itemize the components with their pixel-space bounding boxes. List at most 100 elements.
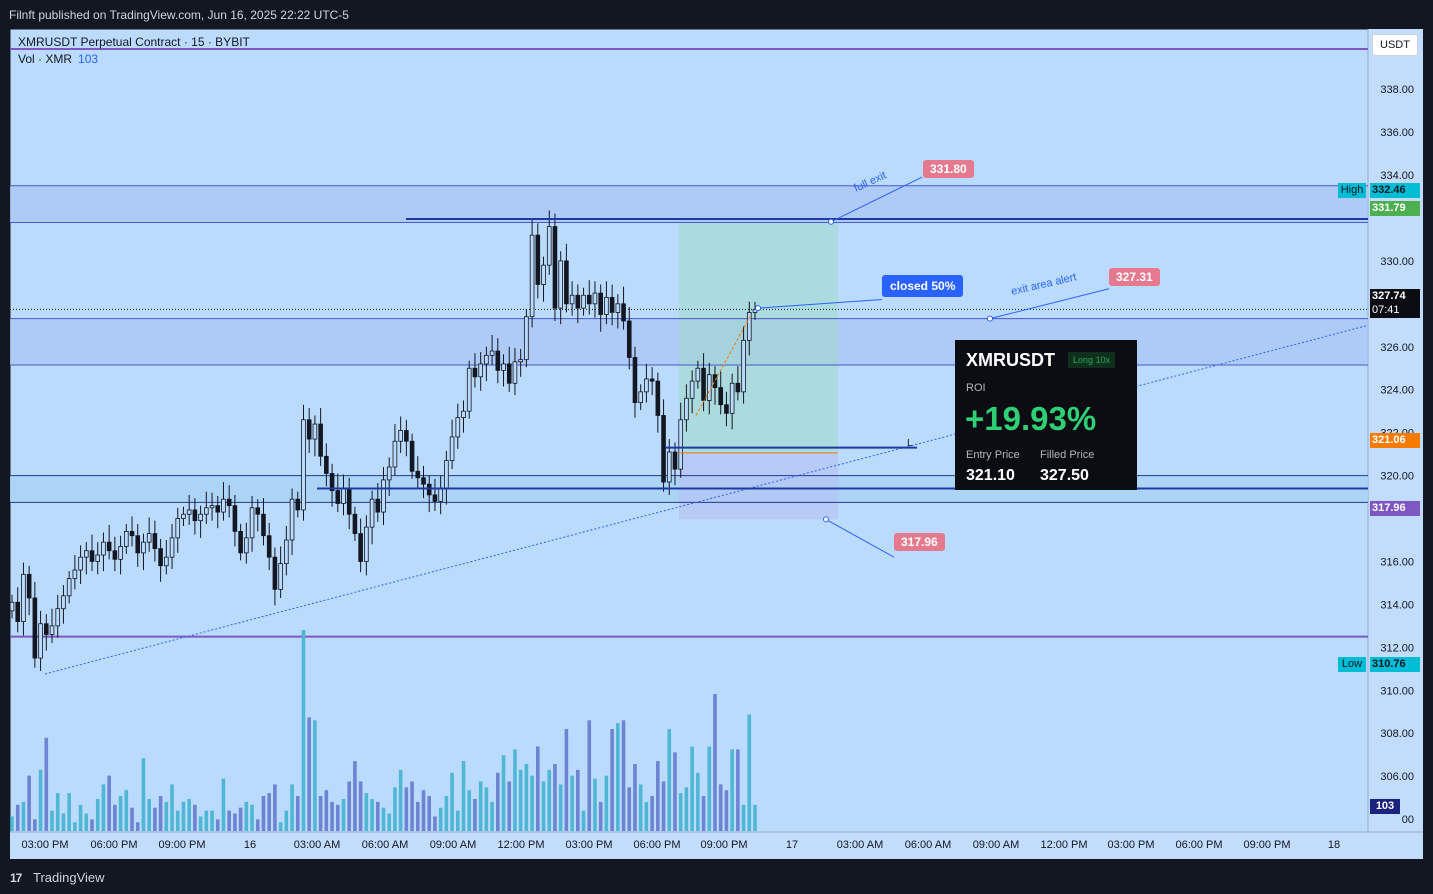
volume-bar (490, 801, 494, 831)
volume-bar (358, 781, 363, 831)
candle-body (621, 303, 626, 322)
candle-body (626, 320, 632, 358)
volume-bar (501, 755, 506, 831)
exit-alert-anchor (987, 315, 993, 322)
time-tick-label: 16 (244, 839, 256, 851)
price-axis-panel[interactable] (1368, 29, 1423, 832)
drawings-layer[interactable] (44, 176, 1369, 675)
volume-bar (221, 778, 226, 831)
volume-bar (124, 790, 129, 831)
candle-body (718, 387, 724, 406)
position-card[interactable]: XMRUSDT Long 10x ROI +19.93% Entry Price… (955, 340, 1137, 490)
candle-body (724, 404, 729, 414)
time-axis-ticks: 03:00 PM 06:00 PM 09:00 PM 16 03:00 AM 06:00 … (21, 839, 1340, 851)
volume-bar (158, 796, 163, 831)
volume-bar (644, 801, 649, 831)
candle-body (244, 537, 249, 554)
candle-body (489, 350, 495, 356)
volume-bar (141, 758, 146, 831)
currency-button[interactable]: USDT (1372, 34, 1418, 56)
tradingview-logo-icon[interactable]: 17 (10, 871, 22, 885)
volume-bar (553, 764, 557, 831)
price-tick-label: 306.00 (1380, 771, 1414, 783)
price-tick-label: 310.00 (1380, 685, 1414, 697)
stop-letter: L (907, 438, 913, 449)
time-axis-panel[interactable] (10, 832, 1423, 859)
volume-bar (678, 793, 683, 831)
volume-bar (707, 746, 712, 831)
candle-body (364, 526, 369, 562)
volume-bar (467, 790, 472, 831)
closed-50-callout[interactable]: closed 50% (882, 275, 964, 297)
candle-body (289, 498, 295, 541)
candle-body (684, 397, 689, 421)
candle-body (112, 550, 118, 560)
candle-body (9, 601, 15, 612)
volume-bar (278, 822, 283, 831)
volume-bar (398, 769, 403, 831)
volume-bar (244, 801, 249, 831)
volume-bar (736, 749, 740, 831)
candle-body (169, 537, 175, 558)
time-tick-label: 06:00 AM (362, 839, 408, 851)
candle-body (426, 483, 432, 496)
time-tick-label: 03:00 PM (21, 839, 68, 851)
card-symbol: XMRUSDT (966, 350, 1055, 370)
candle-body (421, 477, 426, 485)
stop-price-tag[interactable]: 317.96 (894, 533, 945, 551)
candle-body (409, 440, 415, 472)
exit-alert-price-tag[interactable]: 327.31 (1109, 268, 1160, 286)
low-label: Low (1338, 657, 1366, 672)
candle-body (461, 410, 466, 419)
candle-body (278, 563, 283, 590)
candle-body (598, 292, 603, 315)
volume-bar (541, 781, 546, 831)
time-tick-label: 17 (786, 839, 798, 851)
volume-bar (255, 819, 260, 831)
tradingview-brand[interactable]: TradingView (33, 870, 105, 885)
candle-body (638, 391, 643, 403)
volume-bar (581, 810, 586, 831)
low-value: 310.76 (1370, 657, 1420, 672)
volume-bar (204, 810, 209, 831)
candle-body (358, 533, 363, 562)
candle-body (249, 507, 255, 539)
volume-bar (147, 798, 151, 831)
candle-body (89, 550, 95, 562)
card-entry-label: Entry Price (966, 449, 1020, 461)
volume-bar (724, 790, 729, 831)
price-axis-ticks: 338.00336.00334.00330.00326.00324.00322.… (1380, 84, 1414, 826)
candle-body (432, 494, 438, 502)
candle-body (438, 488, 443, 502)
volume-bar (375, 801, 380, 831)
candle-body (346, 488, 352, 515)
full-exit-price-tag[interactable]: 331.80 (923, 160, 974, 178)
candle-body (341, 488, 346, 504)
candle-body (741, 339, 746, 393)
candle-body (221, 498, 226, 513)
symbol-legend[interactable]: XMRUSDT Perpetual Contract · 15 · BYBIT (18, 35, 250, 49)
volume-legend[interactable]: Vol · XMR 103 (18, 52, 98, 66)
volume-bar (496, 772, 500, 831)
candle-body (272, 556, 278, 590)
candle-body (524, 316, 529, 361)
volume-bar (284, 810, 289, 831)
candle-body (175, 518, 181, 539)
volume-bar (113, 804, 117, 831)
volume-bar (656, 761, 660, 831)
closed-anchor (755, 305, 761, 312)
price-tick-label: 316.00 (1380, 556, 1414, 568)
candle-body (398, 430, 403, 442)
card-direction-badge: Long 10x (1068, 352, 1116, 368)
profit-box (679, 222, 838, 453)
volume-bar (524, 764, 529, 831)
volume-bar (210, 810, 214, 831)
candle-body (238, 531, 243, 554)
volume-bar (587, 720, 592, 831)
candle-body (569, 294, 575, 305)
candle-body (301, 419, 306, 511)
volume-bar (341, 798, 346, 831)
volume-bar (313, 720, 317, 831)
time-tick-label: 06:00 PM (633, 839, 680, 851)
